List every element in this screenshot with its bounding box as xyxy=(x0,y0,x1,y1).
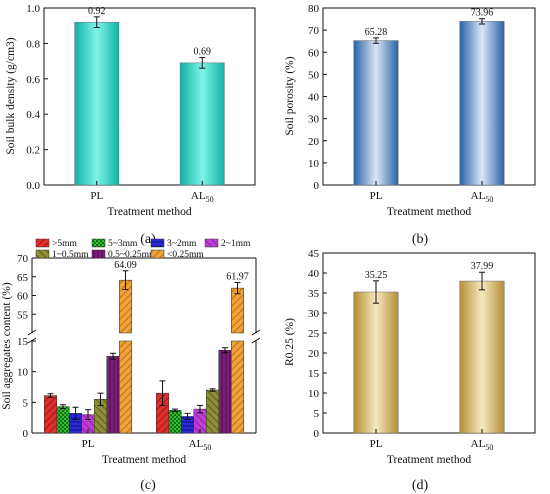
panel-d-bar-1 xyxy=(459,280,505,434)
panel-c-bar-0-5 xyxy=(106,356,120,434)
panel-c-legend-label-2: 3~2mm xyxy=(167,239,197,249)
panel-c-ytick-label-lower: 15 xyxy=(17,336,29,348)
panel-d-category-label-1: AL50 xyxy=(471,438,494,452)
panel-c-bar-1-5 xyxy=(218,349,232,434)
panel-a-ytick-label: 1.0 xyxy=(26,3,40,15)
panel-a-ytick-label: 0.4 xyxy=(26,109,40,121)
panel-a-ytick-label: 0.0 xyxy=(26,180,40,192)
panel-c-bar-0-6-lower xyxy=(119,340,132,434)
panel-d-ytick-label: 20 xyxy=(308,348,320,360)
panel-c-legend-label-3: 2~1mm xyxy=(221,239,251,249)
panel-c-xlabel: Treatment method xyxy=(102,454,186,466)
panel-d-ytick-label: 45 xyxy=(308,248,320,260)
panel-a-data-label-1: 0.69 xyxy=(194,47,212,58)
panel-a-bar-0 xyxy=(74,21,120,186)
panel-c-bar-1-6-lower xyxy=(231,340,244,434)
panel-b-ytick-label: 20 xyxy=(308,136,320,148)
panel-d-data-label-1: 37.99 xyxy=(471,261,494,272)
panel-d-ytick-label: 10 xyxy=(308,388,320,400)
panel-d-xlabel: Treatment method xyxy=(387,454,471,466)
panel-b-bar-1 xyxy=(459,21,505,186)
panel-b-category-label-0: PL xyxy=(370,190,383,202)
panel-c-legend-swatch-5 xyxy=(91,249,106,259)
panel-b-ytick-label: 10 xyxy=(308,158,320,170)
panel-b-ytick-label: 30 xyxy=(308,114,320,126)
panel-c-ytick-label-lower: 5 xyxy=(23,397,29,409)
panel-d-data-label-0: 35.25 xyxy=(365,270,388,281)
panel-d-ylabel: R0.25 (%) xyxy=(284,318,296,366)
panel-c-bar-0-1 xyxy=(56,406,70,434)
panel-d-frame xyxy=(322,252,536,434)
panel-b-ytick-label: 80 xyxy=(308,3,320,15)
panel-c-legend-label-4: 1~0.5mm xyxy=(52,250,89,260)
panel-c-break-mark-1b xyxy=(251,329,261,336)
panel-b-data-label-0: 65.28 xyxy=(365,27,388,38)
panel-c-legend-swatch-1 xyxy=(91,238,106,248)
panel-c-legend-swatch-6 xyxy=(150,249,165,259)
panel-d-ytick-label: 15 xyxy=(308,368,320,380)
panel-c-bar-0-0 xyxy=(44,395,57,434)
panel-c-legend-swatch-3 xyxy=(204,238,219,248)
panel-c-legend-swatch-4 xyxy=(35,249,50,259)
panel-c-legend-label-6: <0.25mm xyxy=(167,250,204,260)
panel-d-ytick-label: 35 xyxy=(308,288,320,300)
panel-b-data-label-1: 73.96 xyxy=(471,8,494,19)
panel-d-ytick-label: 30 xyxy=(308,308,320,320)
panel-d-ytick-label: 40 xyxy=(308,268,320,280)
panel-c-break-mark-0b xyxy=(27,329,37,336)
panel-c-data-label-1: 61.97 xyxy=(226,271,249,282)
panel-a-category-label-0: PL xyxy=(90,190,103,202)
panel-b-category-label-1: AL50 xyxy=(471,190,494,204)
panel-b-ytick-label: 40 xyxy=(308,92,320,104)
panel-b-xlabel: Treatment method xyxy=(387,206,471,218)
panel-b-bar-0 xyxy=(353,40,399,186)
panel-a-frame xyxy=(43,7,256,186)
panel-c-legend-swatch-2 xyxy=(150,238,165,248)
panel-a-bar-1 xyxy=(179,62,225,186)
panel-b-ytick-label: 60 xyxy=(308,47,320,59)
panel-d-ytick-label: 0 xyxy=(314,428,320,440)
panel-d-bar-0 xyxy=(353,291,399,434)
panel-b-ylabel: Soil porosity (%) xyxy=(284,56,296,135)
panel-b-ytick-label: 0 xyxy=(314,180,320,192)
panel-c-legend-label-1: 5~3mm xyxy=(108,239,138,249)
panel-c-ylabel: Soil aggregates content (%) xyxy=(1,282,13,410)
panel-c-ytick-label-upper: 55 xyxy=(17,309,29,321)
panel-d-tag: (d) xyxy=(412,478,429,493)
panel-b-ytick-label: 70 xyxy=(308,25,320,37)
panel-d-category-label-0: PL xyxy=(370,438,383,450)
panel-c-ytick-label-upper: 70 xyxy=(17,253,29,265)
panel-c-ytick-label-upper: 65 xyxy=(17,272,29,284)
panel-c-category-label-0: PL xyxy=(82,438,95,450)
panel-c-tag: (c) xyxy=(140,478,156,493)
panel-a-ytick-label: 0.2 xyxy=(26,145,40,157)
panel-c-ytick-label-upper: 60 xyxy=(17,291,29,303)
panel-c-bar-1-4 xyxy=(206,389,219,434)
panel-b-ytick-label: 50 xyxy=(308,69,320,81)
panel-c-bar-1-1 xyxy=(168,410,182,434)
panel-a-data-label-0: 0.92 xyxy=(88,6,106,17)
panel-d-ytick-label: 25 xyxy=(308,328,320,340)
panel-c-legend-swatch-0 xyxy=(35,238,50,248)
panel-c-bar-1-6-upper xyxy=(231,287,244,334)
panel-c-ytick-label-lower: 10 xyxy=(17,367,29,379)
panel-a-ylabel: Soil bulk density (g/cm3) xyxy=(5,37,17,154)
panel-b-tag: (b) xyxy=(412,232,429,247)
panel-a-xlabel: Treatment method xyxy=(107,206,191,218)
panel-c-legend-label-5: 0.5~0.25mm xyxy=(108,250,157,260)
panel-c-data-label-0: 64.09 xyxy=(114,260,137,271)
panel-a-category-label-1: AL50 xyxy=(191,190,214,204)
panel-c-category-label-1: AL50 xyxy=(189,438,212,452)
panel-a-ytick-label: 0.8 xyxy=(26,38,40,50)
panel-c-legend-label-0: >5mm xyxy=(52,239,77,249)
panel-c-break-mark-1a xyxy=(251,337,261,344)
panel-c-ytick-label-lower: 0 xyxy=(23,428,29,440)
panel-d-ytick-label: 5 xyxy=(314,408,320,420)
panel-a-ytick-label: 0.6 xyxy=(26,74,40,86)
